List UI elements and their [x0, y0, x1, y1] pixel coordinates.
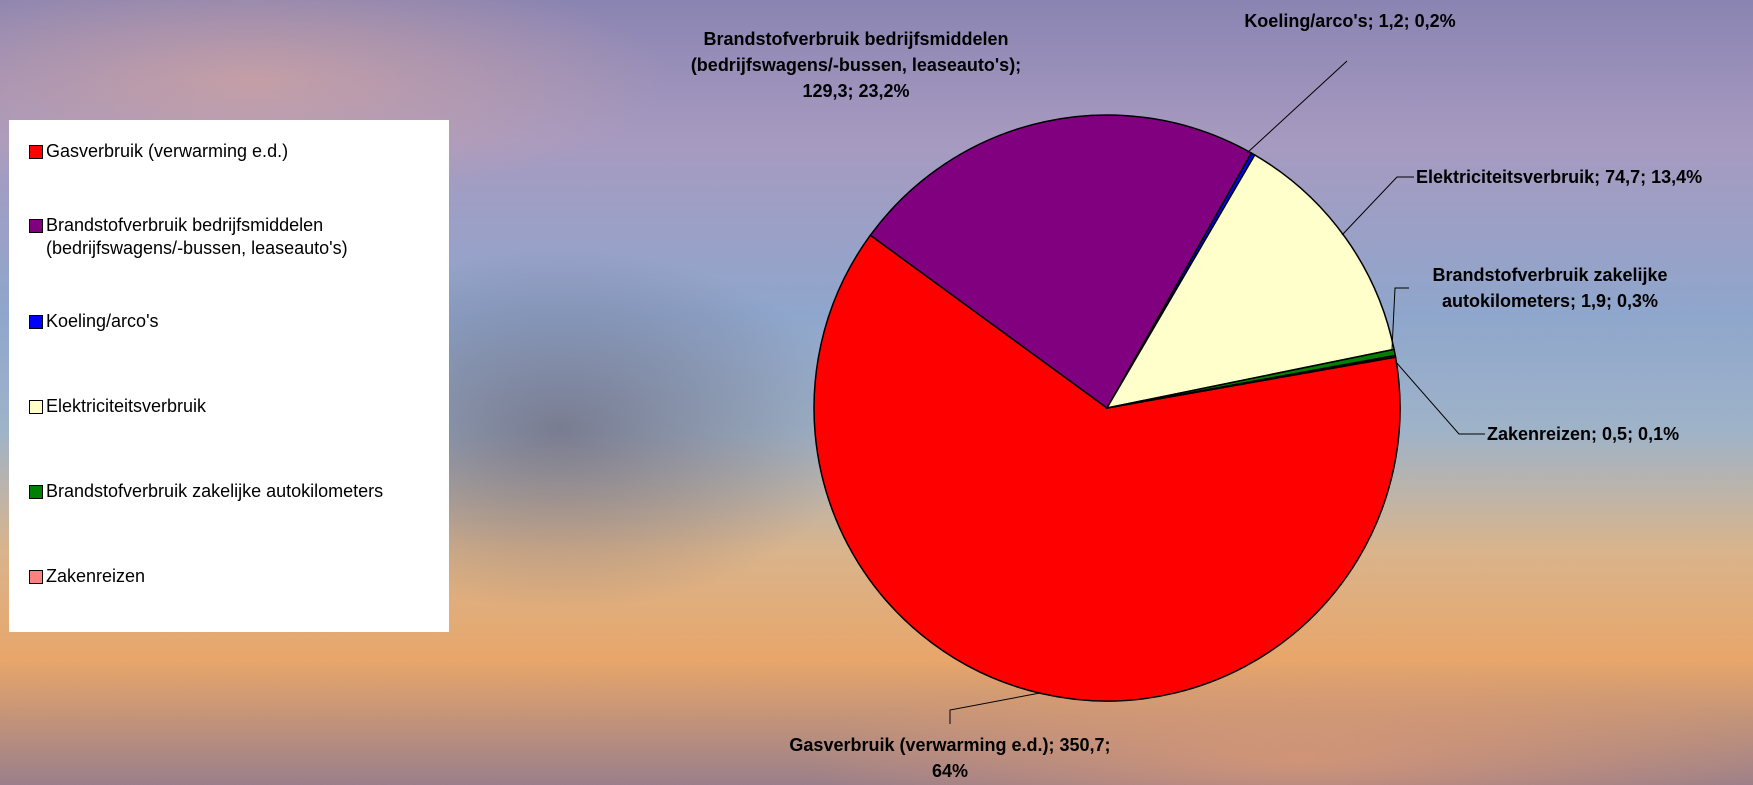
data-label: Brandstofverbruik bedrijfsmiddelen (bedr…: [670, 26, 1042, 104]
data-label: Zakenreizen; 0,5; 0,1%: [1487, 421, 1737, 447]
data-label: Elektriciteitsverbruik; 74,7; 13,4%: [1416, 164, 1753, 190]
pie: [814, 115, 1400, 701]
page: {"chart_data": {"type": "pie", "categori…: [0, 0, 1753, 785]
chart: [0, 0, 1753, 785]
leader-line: [950, 693, 1040, 724]
data-label: Gasverbruik (verwarming e.d.); 350,7; 64…: [785, 732, 1115, 784]
leader-line: [1247, 61, 1347, 153]
leader-line: [1342, 177, 1414, 235]
leader-line: [1395, 361, 1485, 434]
data-label: Koeling/arco's; 1,2; 0,2%: [1200, 8, 1500, 34]
data-label: Brandstofverbruik zakelijke autokilomete…: [1400, 262, 1700, 314]
